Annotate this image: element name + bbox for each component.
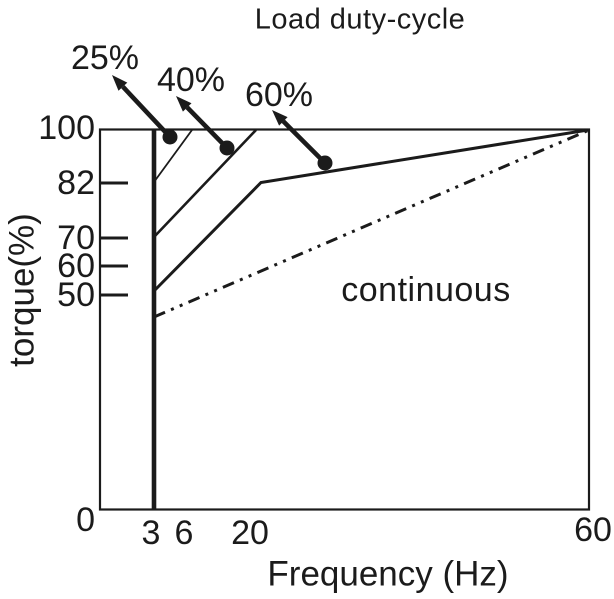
y-tick-label-50: 50 xyxy=(57,276,95,314)
y-tick-label-100: 100 xyxy=(38,109,95,147)
y-tick-label-0: 0 xyxy=(76,501,95,539)
duty-label-60: 60% xyxy=(244,76,314,114)
duty-label-25: 25% xyxy=(70,39,140,77)
annotation-arrow-60 xyxy=(272,110,333,171)
arrow-head-40-icon xyxy=(176,96,192,112)
plot-border xyxy=(98,128,591,511)
curve-40-percent xyxy=(153,129,257,238)
curve-60-percent xyxy=(152,128,589,293)
x-tick-label-6: 6 xyxy=(174,514,194,552)
arrow-line-25 xyxy=(121,85,172,139)
y-axis-ticks xyxy=(100,181,128,297)
continuous-label: continuous xyxy=(341,271,511,309)
annotation-arrow-40 xyxy=(176,96,235,156)
y-tick-label-70: 70 xyxy=(57,219,95,257)
chart-title: Load duty-cycle xyxy=(254,3,466,36)
arrow-line-60 xyxy=(281,119,327,165)
x-axis-title: Frequency (Hz) xyxy=(267,554,509,594)
duty-label-40: 40% xyxy=(156,61,226,99)
annotation-arrow-25 xyxy=(112,75,178,145)
x-tick-label-3: 3 xyxy=(141,514,161,552)
arrow-head-60-icon xyxy=(272,110,288,126)
marker-dot-40-icon xyxy=(219,140,235,156)
y-tick-label-60: 60 xyxy=(57,247,95,285)
x-tick-label-60: 60 xyxy=(574,511,612,549)
curve-25-percent xyxy=(153,129,193,183)
arrow-head-25-icon xyxy=(112,75,128,91)
y-axis-title: torque(%) xyxy=(2,213,42,367)
y-tick-label-82: 82 xyxy=(57,164,95,202)
x-tick-label-20: 20 xyxy=(231,514,269,552)
marker-dot-25-icon xyxy=(162,129,178,145)
marker-dot-60-icon xyxy=(317,155,333,171)
curve-continuous xyxy=(153,129,589,319)
arrow-line-40 xyxy=(185,105,229,150)
